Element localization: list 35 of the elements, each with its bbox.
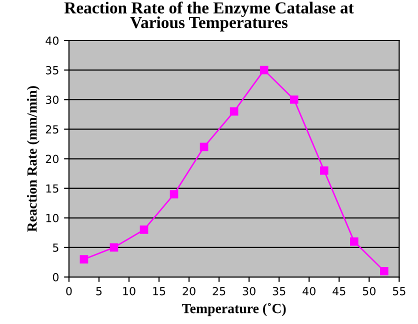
x-tick-label: 20 xyxy=(182,286,196,296)
point xyxy=(260,66,268,74)
point xyxy=(290,95,298,104)
point xyxy=(140,226,148,234)
y-tick-label: 30 xyxy=(46,96,59,104)
y-tick-label: 10 xyxy=(46,214,59,222)
chart-title: Reaction Rate of the Enzyme Catalase at Various Temperatures xyxy=(64,2,354,32)
point xyxy=(200,142,208,152)
y-tick-label: 5 xyxy=(53,244,58,252)
point xyxy=(110,243,118,252)
y-tick-label: 40 xyxy=(46,36,59,45)
y-axis-title: Reaction Rate (mm/min) xyxy=(26,86,40,232)
point xyxy=(80,255,88,264)
x-tick-label: 10 xyxy=(123,286,136,296)
x-tick-label: 0 xyxy=(66,286,72,296)
x-tick-label: 30 xyxy=(242,286,256,296)
point xyxy=(230,107,238,116)
point xyxy=(320,166,328,175)
x-tick-label: 35 xyxy=(272,286,286,296)
x-tick-label: 40 xyxy=(302,286,316,296)
point xyxy=(350,237,358,246)
x-axis-title: Temperature (˚C) xyxy=(182,303,286,316)
x-tick-label: 50 xyxy=(362,286,376,296)
y-tick-label: 15 xyxy=(46,184,58,193)
y-tick-label: 25 xyxy=(46,125,58,134)
x-tick-label: 45 xyxy=(332,287,346,296)
x-tick-label: 25 xyxy=(212,286,226,296)
y-tick-label: 20 xyxy=(46,154,59,164)
y-tick-label: 35 xyxy=(46,66,58,74)
x-tick-label: 55 xyxy=(392,287,406,296)
point xyxy=(170,190,178,198)
x-tick-label: 5 xyxy=(96,287,102,296)
point xyxy=(380,266,388,276)
y-tick-label: 0 xyxy=(52,272,59,282)
x-tick-label: 15 xyxy=(153,287,166,296)
